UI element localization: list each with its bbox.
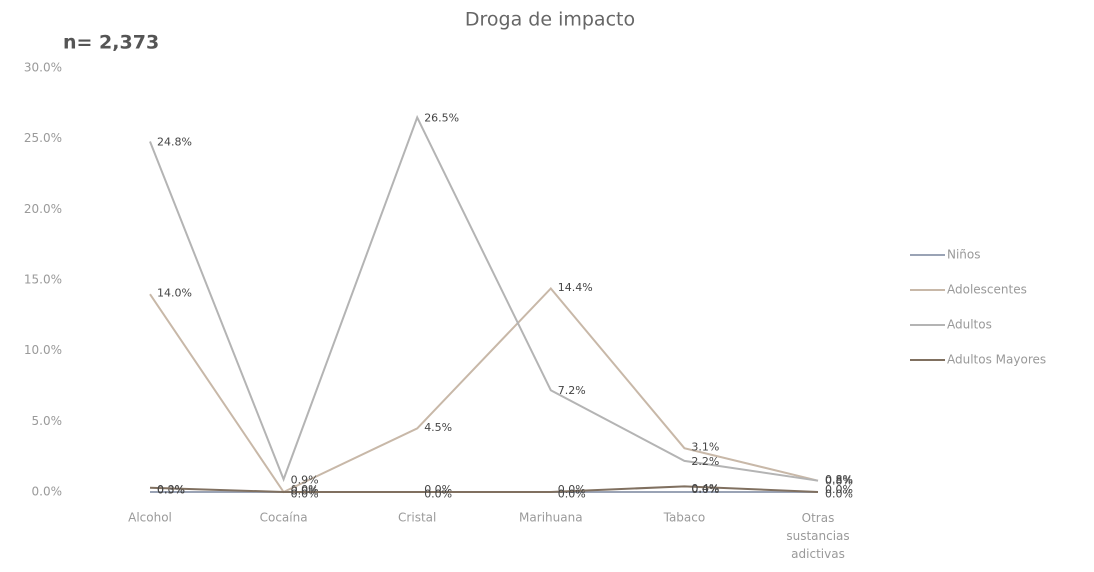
legend-label: Adolescentes — [947, 283, 1027, 297]
legend-label: Adultos — [947, 318, 992, 332]
chart-title: Droga de impacto — [465, 9, 635, 31]
series-line — [149, 485, 819, 493]
y-tick-label: 5.0% — [32, 414, 63, 428]
data-label: 0.8% — [825, 475, 853, 488]
data-label: 0.3% — [157, 483, 185, 496]
x-tick-label: Cocaína — [260, 511, 308, 525]
data-label: 4.5% — [424, 421, 452, 434]
data-label: 26.5% — [424, 111, 459, 124]
data-label: 14.0% — [157, 287, 192, 300]
x-tick-label: Marihuana — [519, 511, 583, 525]
data-label: 0.0% — [424, 488, 452, 501]
y-tick-label: 15.0% — [24, 273, 62, 287]
data-label: 0.0% — [291, 488, 319, 501]
data-label: 0.0% — [825, 488, 853, 501]
data-label: 0.0% — [558, 488, 586, 501]
x-tick-label: Cristal — [398, 511, 436, 525]
legend-label: Niños — [947, 248, 981, 262]
data-label: 0.0% — [558, 483, 586, 496]
legend-label: Adultos Mayores — [947, 353, 1046, 367]
sample-size: n= 2,373 — [63, 32, 159, 54]
y-tick-label: 0.0% — [32, 485, 63, 499]
data-label: 3.1% — [691, 441, 719, 454]
series-line — [149, 114, 819, 483]
data-label: 0.4% — [691, 482, 719, 495]
data-label: 14.4% — [558, 281, 593, 294]
data-label: 0.8% — [825, 473, 853, 486]
data-label: 0.9% — [291, 473, 319, 486]
x-tick-label: Alcohol — [128, 511, 172, 525]
y-tick-label: 30.0% — [24, 61, 62, 75]
series-line — [149, 286, 819, 494]
y-tick-label: 25.0% — [24, 131, 62, 145]
data-label: 0.0% — [157, 483, 185, 496]
y-tick-label: 10.0% — [24, 343, 62, 357]
data-label: 7.2% — [558, 384, 586, 397]
x-tick-label: Otras sustancias adictivas — [786, 511, 849, 561]
y-tick-label: 20.0% — [24, 202, 62, 216]
data-label: 2.2% — [691, 455, 719, 468]
data-label: 24.8% — [157, 135, 192, 148]
x-tick-label: Tabaco — [663, 511, 706, 525]
data-label: 0.0% — [825, 483, 853, 496]
